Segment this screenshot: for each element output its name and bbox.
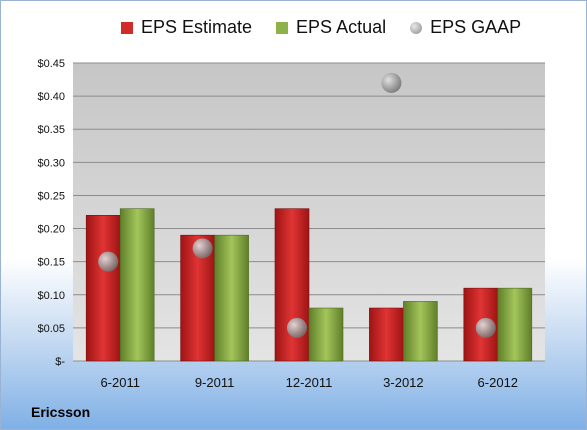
legend: EPS Estimate EPS Actual EPS GAAP (121, 17, 521, 38)
y-tick-label: $0.30 (37, 157, 65, 169)
x-tick-label: 12-2011 (286, 375, 333, 390)
actual-bar (214, 234, 249, 362)
gaap-point (98, 251, 119, 272)
legend-label-actual: EPS Actual (296, 17, 387, 37)
legend-swatch-actual (276, 21, 289, 34)
y-tick-label: $0.15 (37, 257, 65, 269)
legend-item-actual: EPS Actual (276, 17, 386, 38)
y-tick-label: $0.25 (37, 190, 65, 202)
y-tick-label: $0.45 (37, 58, 65, 70)
x-tick-label: 3-2012 (383, 375, 423, 390)
y-tick-label: $0.35 (37, 124, 65, 136)
y-tick-label: $0.10 (37, 290, 65, 302)
actual-bar (119, 208, 155, 362)
x-tick-label: 9-2011 (195, 375, 235, 390)
x-axis-ticks: 6-2011 9-2011 12-2011 3-2012 6-2012 (100, 375, 518, 390)
x-tick-label: 6-2012 (478, 375, 518, 390)
gaap-point (381, 72, 402, 93)
gaap-point (192, 238, 213, 259)
y-axis-ticks: $- $0.05 $0.10 $0.15 $0.20 $0.25 $0.30 $0.35 $0.… (37, 58, 65, 368)
actual-bar (403, 301, 438, 362)
gaap-points (98, 72, 496, 338)
actual-bar (308, 307, 344, 362)
legend-swatch-gaap (410, 21, 423, 34)
company-name: Ericsson (31, 404, 91, 420)
y-tick-label: $0.20 (37, 224, 65, 236)
gaap-point (287, 317, 307, 338)
x-tick-label: 6-2011 (100, 375, 140, 390)
legend-swatch-estimate (121, 21, 133, 34)
legend-item-estimate: EPS Estimate (121, 17, 252, 38)
y-tick-label: $0.05 (37, 323, 65, 335)
legend-label-estimate: EPS Estimate (141, 17, 253, 37)
actual-bar (497, 287, 533, 362)
y-tick-label: $- (55, 356, 65, 368)
estimate-bar (369, 307, 404, 362)
y-tick-label: $0.40 (37, 91, 65, 103)
estimate-bar (274, 208, 310, 362)
legend-label-gaap: EPS GAAP (430, 17, 522, 37)
estimate-bar (85, 215, 121, 362)
gaap-point (475, 317, 496, 338)
legend-item-gaap: EPS GAAP (410, 17, 521, 38)
